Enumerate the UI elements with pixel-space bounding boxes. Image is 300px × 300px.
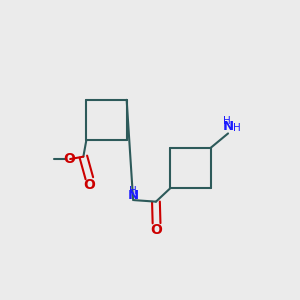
Text: O: O (83, 178, 95, 192)
Text: N: N (223, 120, 234, 133)
Text: H: H (129, 186, 137, 196)
Text: H: H (233, 123, 241, 133)
Text: N: N (128, 190, 139, 202)
Text: O: O (64, 152, 76, 166)
Text: H: H (223, 116, 230, 126)
Text: O: O (151, 223, 163, 237)
